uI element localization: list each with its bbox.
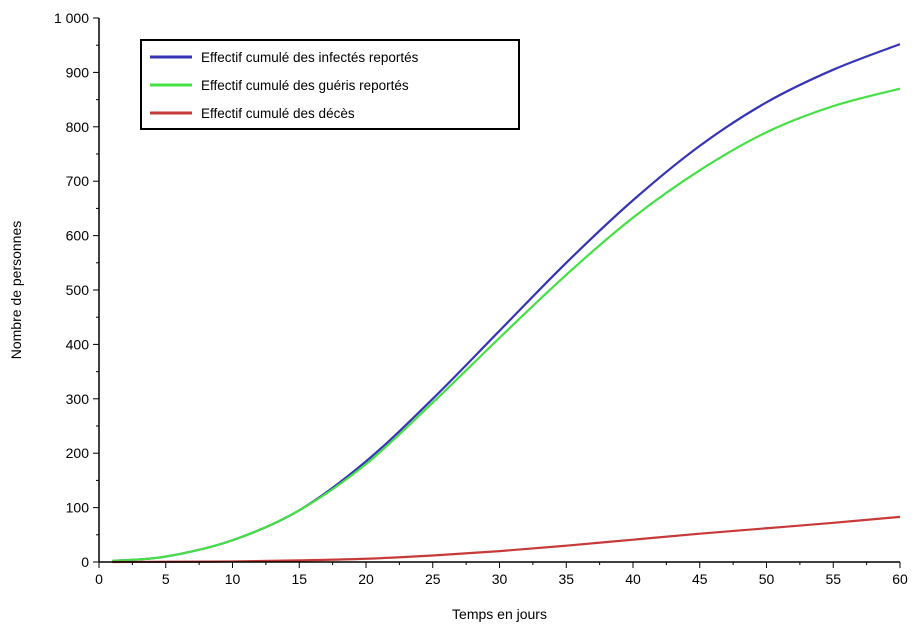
y-tick-label: 500 [66, 282, 90, 298]
legend-label-gueris: Effectif cumulé des guéris reportés [201, 78, 409, 93]
x-tick-label: 20 [358, 571, 374, 587]
legend-label-deces: Effectif cumulé des décès [201, 106, 355, 121]
x-tick-label: 60 [892, 571, 908, 587]
x-tick-label: 50 [759, 571, 775, 587]
y-axis-ticks: 0 100 200 300 400 500 600 700 800 900 1 000 [54, 10, 99, 570]
y-tick-label: 0 [81, 554, 89, 570]
x-tick-label: 0 [95, 571, 103, 587]
y-tick-label: 600 [66, 228, 90, 244]
x-tick-label: 45 [692, 571, 708, 587]
y-axis-label: Nombre de personnes [8, 221, 24, 360]
series-line-gueris [112, 87, 901, 563]
y-tick-label: 900 [66, 64, 90, 80]
legend-label-infectes: Effectif cumulé des infectés reportés [201, 50, 419, 65]
y-tick-label: 300 [66, 391, 90, 407]
y-tick-label: 400 [66, 336, 90, 352]
legend-box [140, 39, 520, 130]
x-tick-label: 15 [291, 571, 307, 587]
x-tick-label: 25 [425, 571, 441, 587]
y-tick-label: 800 [66, 119, 90, 135]
y-tick-label: 700 [66, 173, 90, 189]
y-tick-label: 200 [66, 445, 90, 461]
x-axis-ticks: 0 5 10 15 20 25 30 35 40 45 50 55 60 [95, 562, 908, 587]
x-axis-label: Temps en jours [452, 606, 547, 622]
x-tick-label: 10 [225, 571, 241, 587]
legend: Effectif cumulé des infectés reportés Ef… [140, 39, 520, 130]
series-line-deces [112, 515, 901, 564]
x-tick-label: 40 [625, 571, 641, 587]
x-tick-label: 30 [492, 571, 508, 587]
x-tick-label: 35 [558, 571, 574, 587]
y-tick-label: 1 000 [54, 10, 89, 26]
x-tick-label: 55 [825, 571, 841, 587]
y-tick-label: 100 [66, 500, 90, 516]
x-tick-label: 5 [162, 571, 170, 587]
